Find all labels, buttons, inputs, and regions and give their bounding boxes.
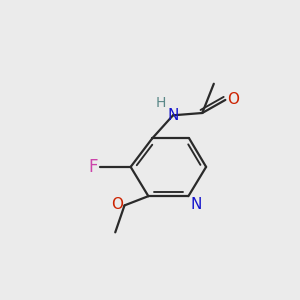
Text: H: H bbox=[156, 96, 166, 110]
Text: O: O bbox=[227, 92, 239, 106]
Text: F: F bbox=[89, 158, 98, 176]
Text: O: O bbox=[111, 197, 123, 212]
Text: N: N bbox=[191, 197, 202, 212]
Text: N: N bbox=[167, 108, 179, 123]
